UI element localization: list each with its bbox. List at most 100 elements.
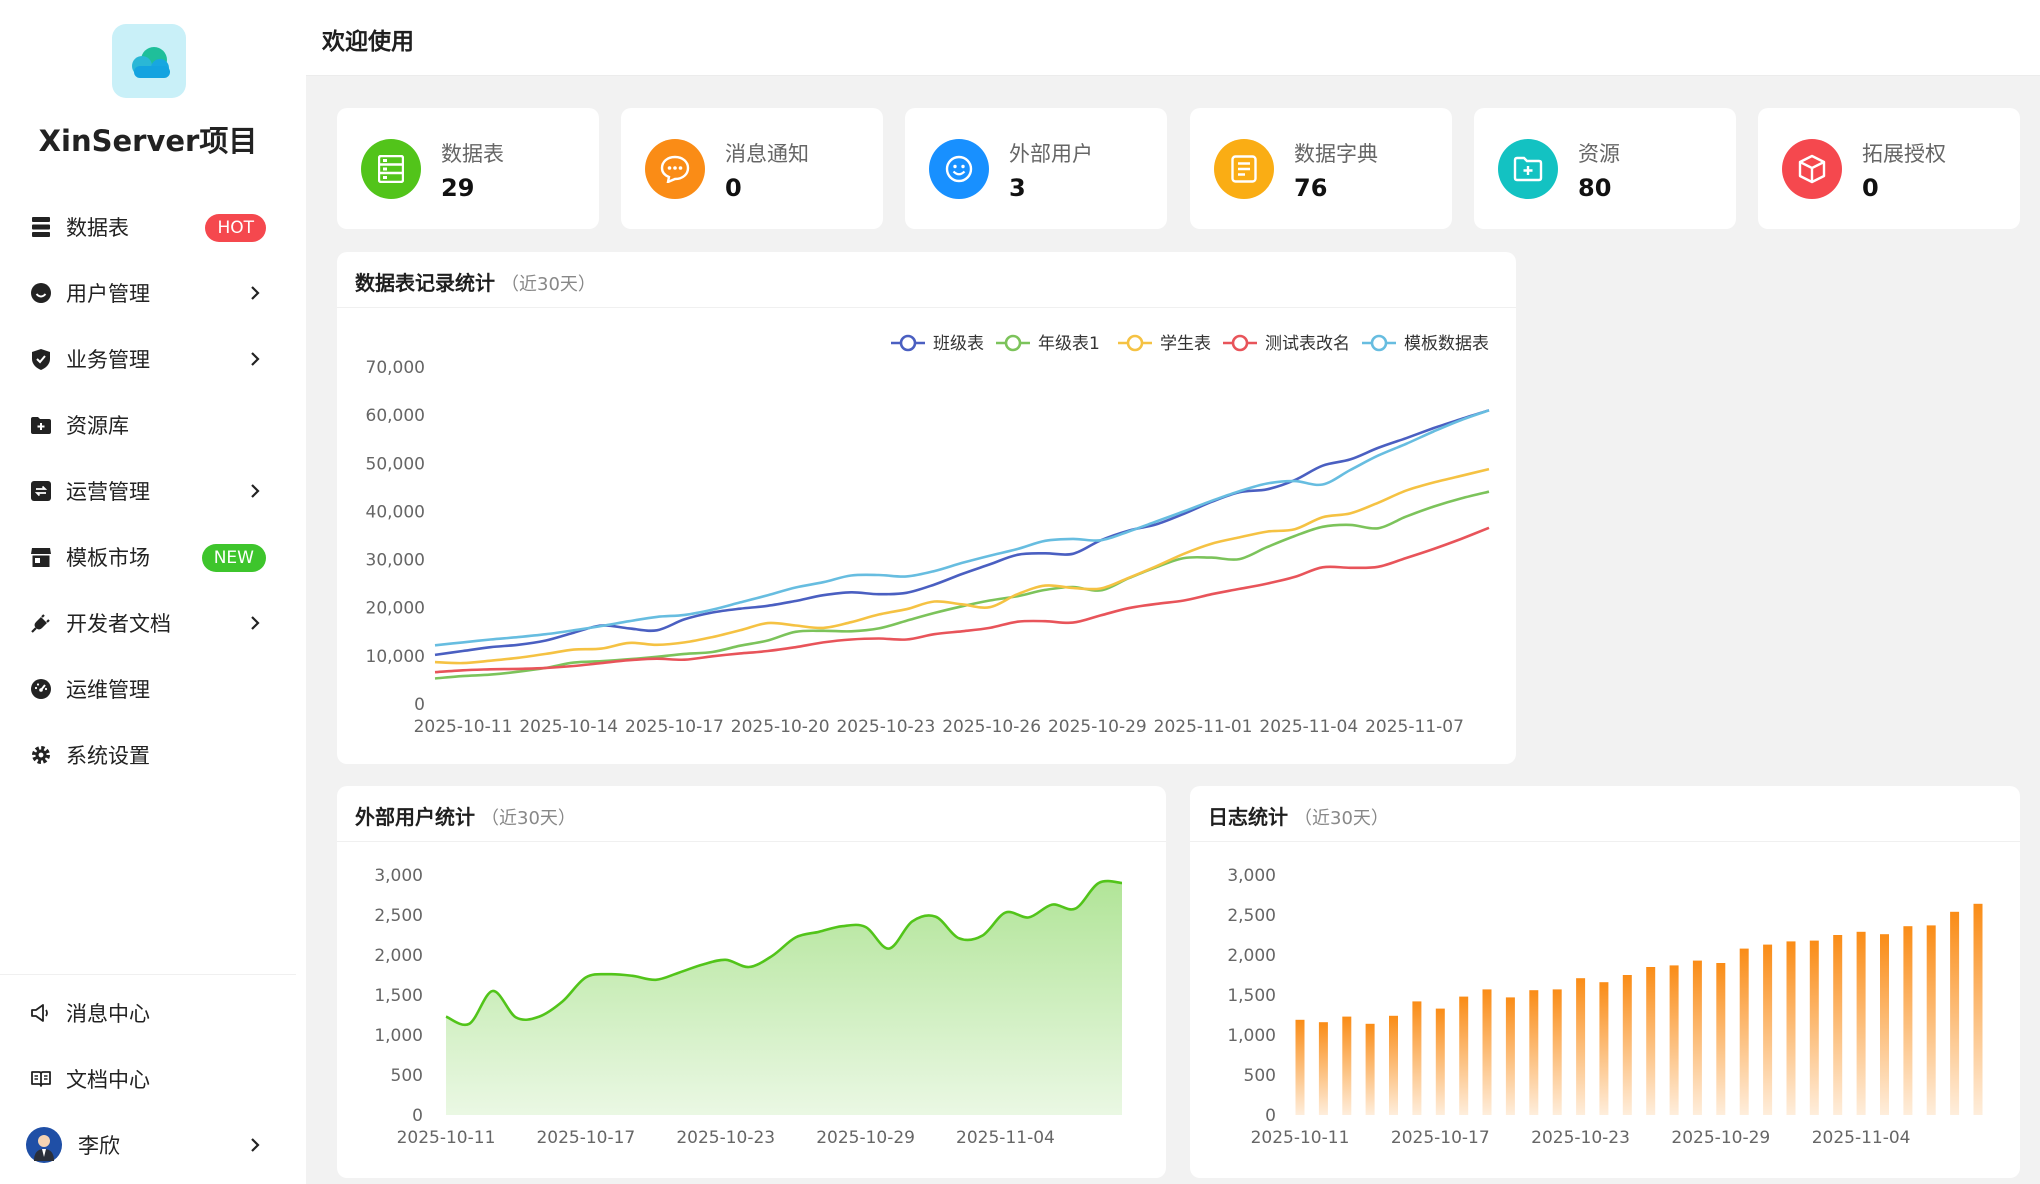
legend-marker	[1126, 334, 1144, 352]
bar	[1833, 935, 1843, 1115]
user-smile-icon	[30, 282, 52, 304]
x-tick-label: 2025-11-01	[1154, 717, 1253, 737]
sidebar-item-resource-library[interactable]: 资源库	[0, 392, 296, 458]
sidebar-item-template-market[interactable]: 模板市场 NEW	[0, 524, 296, 590]
chevron-right-icon	[251, 484, 260, 498]
bar	[1973, 903, 1983, 1115]
smile-icon	[929, 139, 989, 199]
sidebar-item-devops-management[interactable]: 运维管理	[0, 656, 296, 722]
y-tick-label: 40,000	[366, 502, 425, 522]
page-title: 欢迎使用	[322, 29, 414, 55]
sidebar-item-label: 用户管理	[66, 282, 150, 306]
chevron-right-icon	[251, 616, 260, 630]
card-header: 外部用户统计 （近30天）	[337, 786, 1166, 842]
series-line	[434, 526, 1490, 674]
sidebar-item-business-management[interactable]: 业务管理	[0, 326, 296, 392]
y-tick-label: 2,500	[374, 906, 423, 926]
records-chart-card: 数据表记录统计 （近30天） 70,000 60,000 50,000 40,000 30…	[337, 252, 1516, 764]
sidebar-item-user-management[interactable]: 用户管理	[0, 260, 296, 326]
stat-card-notifications[interactable]: 消息通知 0	[621, 108, 883, 229]
y-tick-label: 60,000	[366, 406, 425, 426]
app-logo	[112, 24, 186, 98]
series-line	[434, 409, 1490, 657]
legend-item: 测试表改名	[1223, 334, 1350, 354]
cube-icon	[1782, 139, 1842, 199]
legend-item: 班级表	[891, 334, 984, 354]
sidebar-item-label: 运维管理	[66, 678, 150, 702]
database-icon	[30, 216, 52, 238]
card-header: 数据表记录统计 （近30天）	[337, 252, 1516, 308]
y-tick-label: 30,000	[366, 551, 425, 571]
sidebar: XinServer项目 数据表 HOT 用户管理 业务管理	[0, 0, 306, 1184]
sidebar-item-developer-docs[interactable]: 开发者文档	[0, 590, 296, 656]
y-tick-label: 1,500	[1227, 986, 1276, 1006]
y-tick-label: 20,000	[366, 599, 425, 619]
bar	[1412, 1001, 1422, 1115]
stat-label: 数据表	[441, 142, 504, 166]
stat-card-resources[interactable]: 资源 80	[1474, 108, 1736, 229]
sidebar-item-label: 模板市场	[66, 546, 150, 570]
area-fill	[446, 881, 1122, 1115]
stat-value: 29	[441, 174, 475, 202]
bar	[1856, 931, 1866, 1115]
bar	[1809, 940, 1819, 1115]
sidebar-bottom-menu: 消息中心 文档中心 李欣	[0, 980, 296, 1178]
stat-label: 数据字典	[1294, 142, 1378, 166]
stat-label: 拓展授权	[1862, 142, 1946, 166]
stat-card-data-tables[interactable]: 数据表 29	[337, 108, 599, 229]
sidebar-item-operations-management[interactable]: 运营管理	[0, 458, 296, 524]
y-tick-label: 70,000	[366, 358, 425, 378]
bar	[1716, 963, 1726, 1115]
y-tick-label: 0	[1265, 1106, 1276, 1126]
bar	[1669, 965, 1679, 1115]
bar	[1529, 990, 1539, 1115]
cloud-icon	[132, 47, 170, 78]
x-tick-label: 2025-10-20	[731, 717, 830, 737]
x-tick-label: 2025-10-26	[942, 717, 1041, 737]
x-tick-label: 2025-10-29	[816, 1128, 915, 1148]
x-tick-label: 2025-11-04	[1812, 1128, 1911, 1148]
bar	[1482, 989, 1492, 1115]
stat-card-data-dictionary[interactable]: 数据字典 76	[1190, 108, 1452, 229]
bar	[1739, 948, 1749, 1115]
logs-chart-card: 日志统计 （近30天） 3,000 2,500 2,000 1,500 1,000 500 0…	[1190, 786, 2020, 1178]
bar	[1763, 944, 1773, 1115]
bar	[1365, 1023, 1375, 1115]
bar	[1692, 960, 1702, 1115]
users-chart-subtitle: （近30天）	[481, 808, 576, 829]
x-tick-label: 2025-10-17	[625, 717, 724, 737]
sidebar-user-profile[interactable]: 李欣	[0, 1112, 296, 1178]
stat-card-external-users[interactable]: 外部用户 3	[905, 108, 1167, 229]
legend-label: 班级表	[933, 334, 984, 354]
x-tick-label: 2025-11-07	[1365, 717, 1464, 737]
book-open-icon	[30, 1068, 52, 1090]
sidebar-item-system-settings[interactable]: 系统设置	[0, 722, 296, 788]
gear-icon	[30, 744, 52, 766]
y-tick-label: 1,000	[1227, 1026, 1276, 1046]
chat-dots-icon	[645, 139, 705, 199]
sidebar-item-doc-center[interactable]: 文档中心	[0, 1046, 296, 1112]
bar	[1622, 975, 1632, 1115]
y-tick-label: 2,500	[1227, 906, 1276, 926]
sidebar-item-message-center[interactable]: 消息中心	[0, 980, 296, 1046]
bar	[1903, 926, 1913, 1115]
x-tick-label: 2025-10-23	[676, 1128, 775, 1148]
new-badge: NEW	[201, 544, 266, 572]
chevron-right-icon	[251, 1138, 260, 1152]
sidebar-item-data-tables[interactable]: 数据表 HOT	[0, 194, 296, 260]
x-tick-label: 2025-10-11	[414, 717, 513, 737]
y-tick-label: 50,000	[366, 454, 425, 474]
legend-label: 测试表改名	[1265, 334, 1350, 354]
stat-value: 76	[1294, 174, 1328, 202]
user-avatar-icon	[34, 1135, 54, 1161]
records-chart-subtitle: （近30天）	[501, 274, 596, 295]
sidebar-item-label: 运营管理	[66, 480, 150, 504]
records-chart-title: 数据表记录统计	[355, 271, 495, 295]
stat-card-extension-license[interactable]: 拓展授权 0	[1758, 108, 2020, 229]
legend-marker	[1370, 334, 1388, 352]
y-tick-label: 10,000	[366, 647, 425, 667]
sidebar-item-label: 开发者文档	[66, 612, 171, 636]
stat-value: 0	[725, 174, 742, 202]
sidebar-item-label: 文档中心	[66, 1068, 150, 1092]
